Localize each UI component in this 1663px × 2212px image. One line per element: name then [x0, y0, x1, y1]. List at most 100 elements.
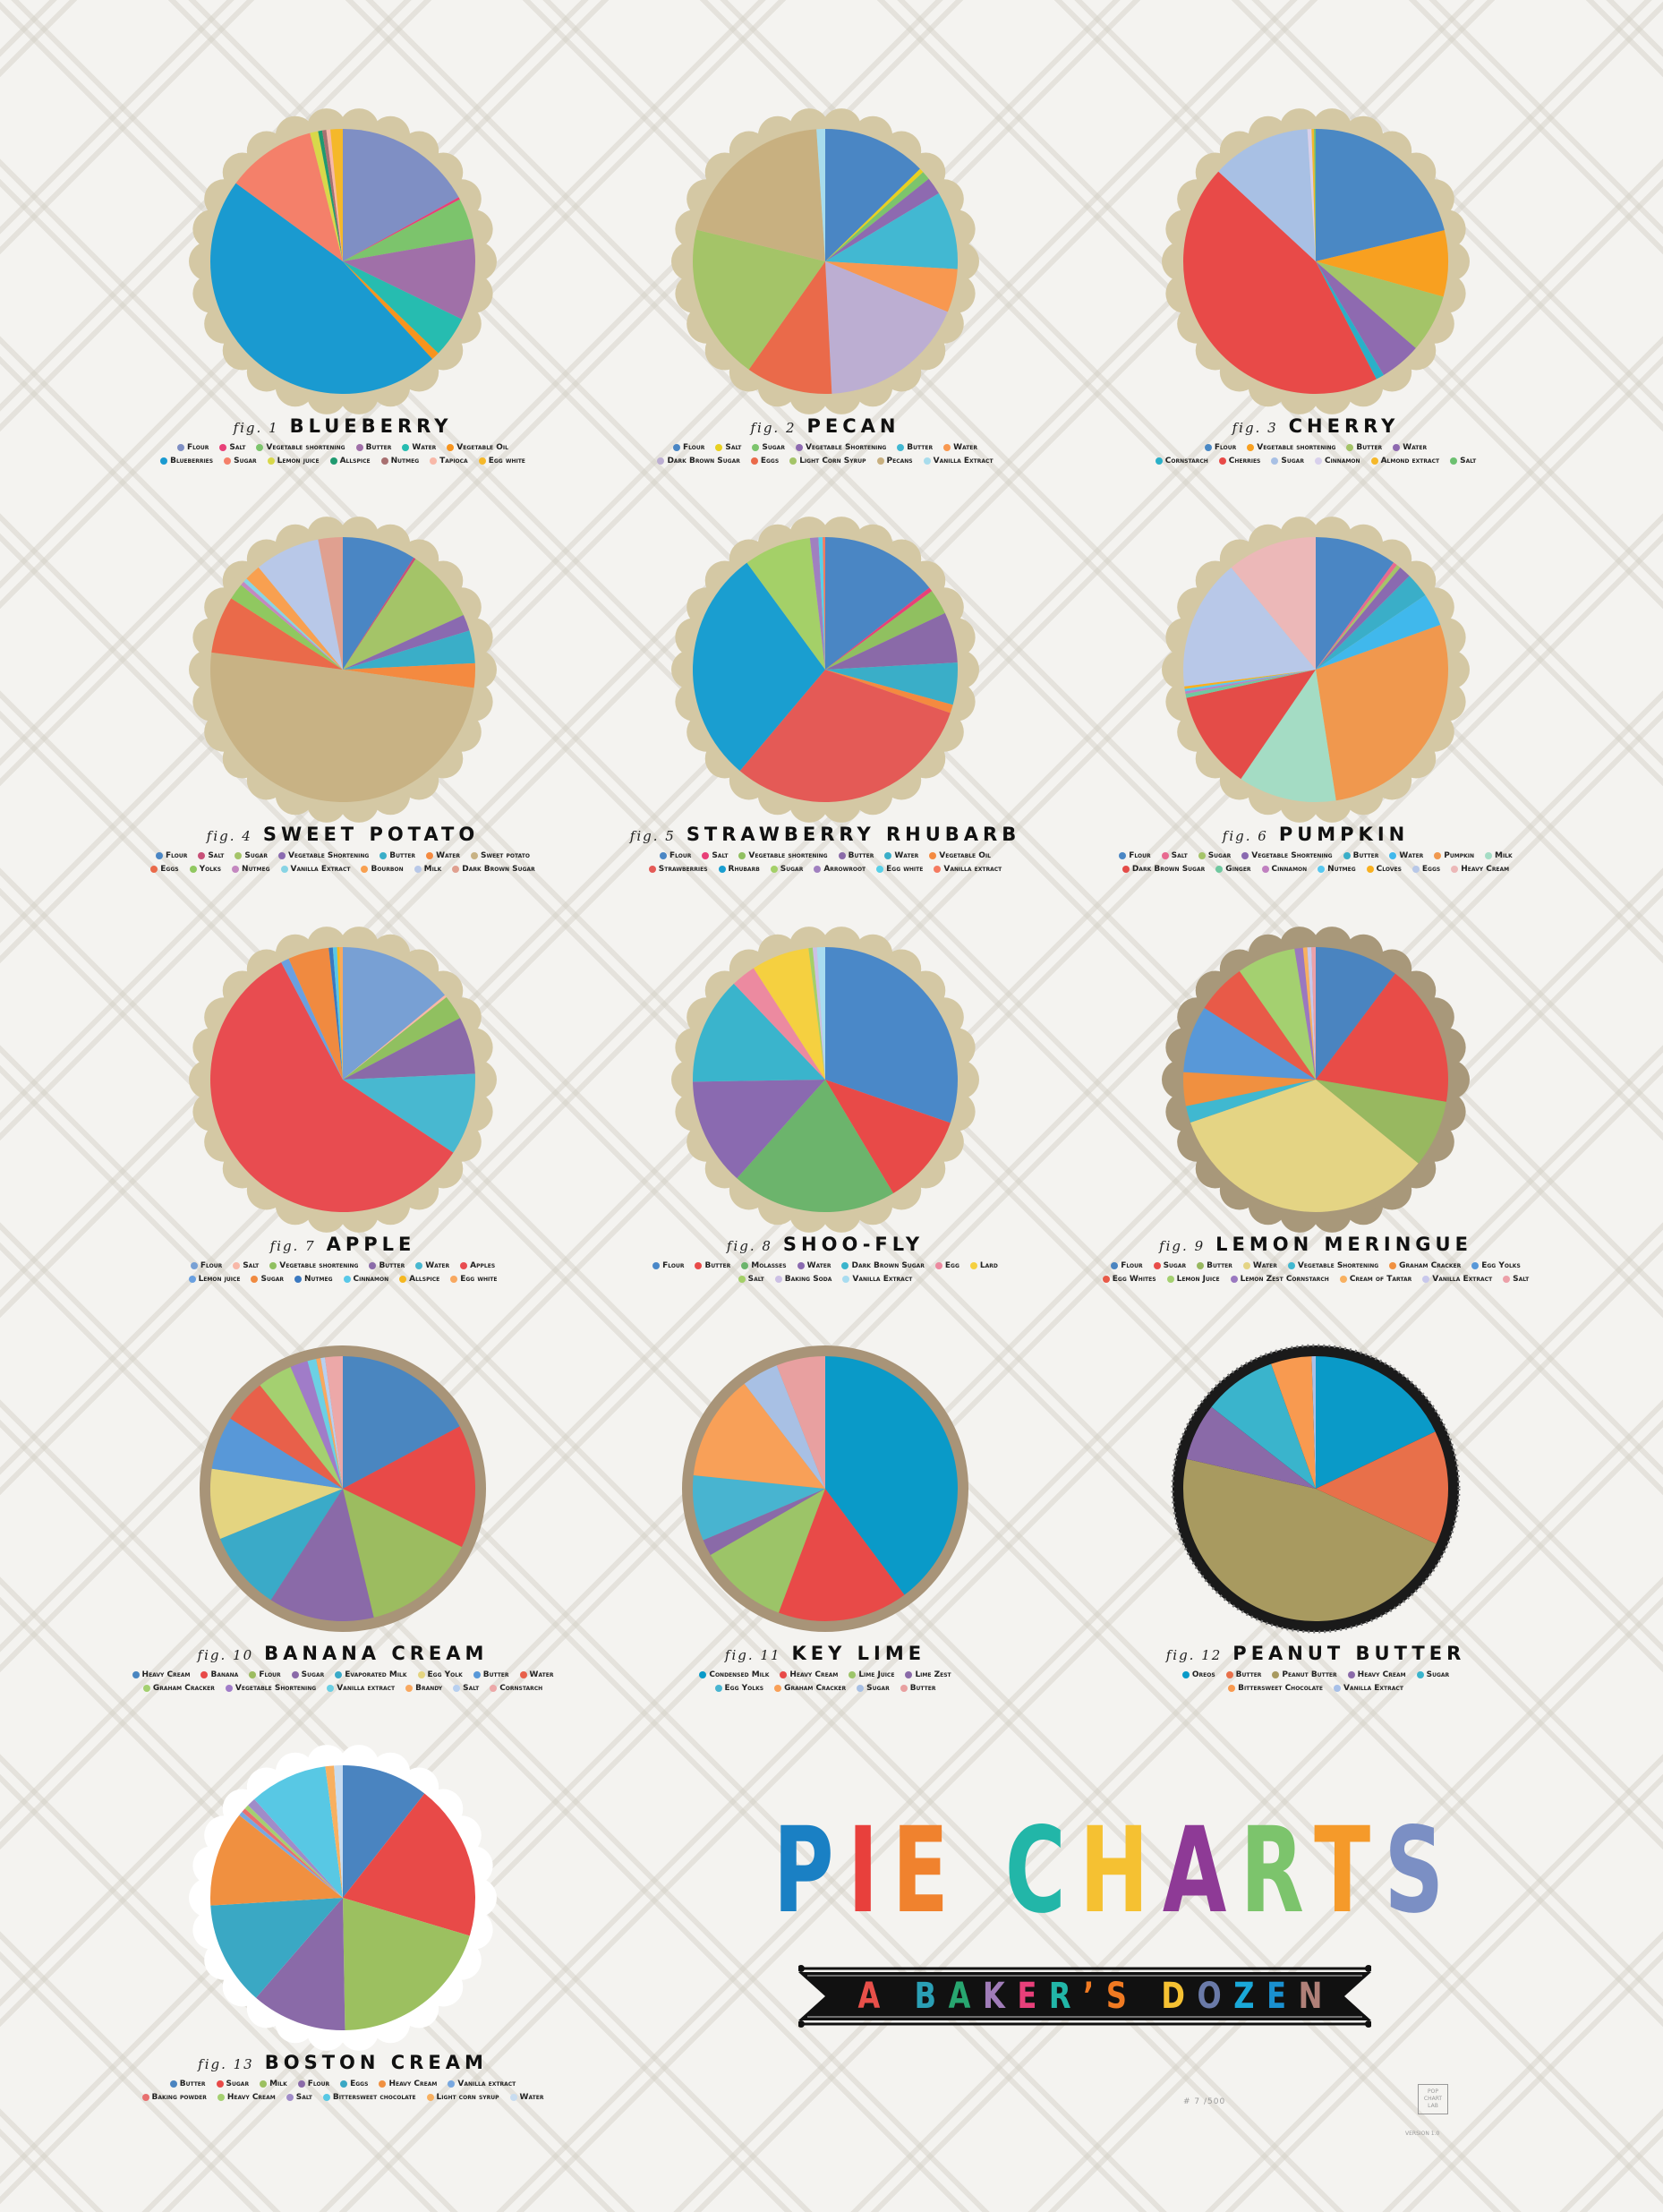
legend-item: Salt [198, 850, 224, 861]
pie-slice-pumpkin [1316, 625, 1449, 801]
legend-dot-icon [251, 1276, 259, 1283]
legend-dot-icon [188, 1276, 196, 1283]
pie-slice-baking-powder [242, 1808, 343, 1898]
legend-label: Vegetable Shortening [805, 443, 887, 452]
pie-slice-salt [1311, 947, 1316, 1080]
legend-item: Heavy Cream [379, 2079, 437, 2089]
legend-dot-icon [714, 1685, 722, 1692]
legend-item: Butter [897, 442, 933, 453]
pie-slice-butter [343, 1018, 475, 1080]
legend-item: Almond extract [1370, 456, 1440, 466]
legend-item: Egg white [478, 456, 525, 466]
legend-label: Flour [669, 851, 692, 860]
pie-slice-milk [343, 1898, 470, 2030]
legend-item: Water [402, 442, 436, 453]
legend-label: Flour [1121, 1261, 1143, 1270]
legend-dot-icon [1343, 852, 1351, 859]
legend-item: Vegetable shortening [256, 442, 345, 453]
pie-slice-flour [343, 1489, 462, 1618]
legend-label: Heavy Cream [789, 1670, 839, 1679]
pie-slice-egg-yolk [210, 1468, 343, 1540]
pie-title: fig. 5 STRAWBERRY RHUBARB [593, 824, 1058, 845]
legend-dot-icon [447, 444, 455, 451]
legend-item: Sugar [1198, 850, 1231, 861]
fig-number: fig. 5 [629, 828, 676, 844]
title-letter: H [1079, 1802, 1163, 1940]
title-letter: K [983, 1976, 1018, 2017]
pie-slice-salt [343, 557, 416, 670]
legend-item: Vanilla extract [448, 2079, 516, 2089]
pie-slice-egg-white [330, 129, 343, 261]
legend-dot-icon [217, 2094, 225, 2101]
pie-slice-heavy-cream [1231, 537, 1316, 670]
legend-item: Tapioca [430, 456, 468, 466]
legend-label: Butter [1235, 1670, 1262, 1679]
legend-dot-icon [1247, 444, 1255, 451]
legend-dot-icon [838, 852, 846, 859]
legend-dot-icon [142, 1685, 150, 1692]
legend-dot-icon [417, 1671, 425, 1678]
legend-dot-icon [1181, 1671, 1190, 1678]
legend-item: Flour [1204, 442, 1236, 453]
legend-item: Dark Brown Sugar [452, 864, 535, 875]
legend-item: Flour [177, 442, 209, 453]
legend-dot-icon [780, 1671, 788, 1678]
legend-row: Egg Whites Lemon Juice Lemon Zest Cornstar… [1083, 1274, 1548, 1285]
pie-slice-butter [343, 1765, 425, 1898]
legend-dot-icon [750, 457, 758, 465]
pie-slice-milk [258, 539, 343, 670]
legend-label: Egg Yolk [427, 1670, 463, 1679]
pie-slice-sugar [746, 537, 825, 670]
pie-slice-vegetable-shortening [1185, 1080, 1316, 1123]
pie-slice-egg-white [339, 947, 343, 1080]
legend-dot-icon [1119, 852, 1127, 859]
legend-dot-icon [652, 1262, 661, 1269]
pie-sweet-potato [189, 517, 497, 823]
pie-slice-cloves [1184, 670, 1316, 689]
fig-number: fig. 11 [724, 1647, 781, 1663]
legend-item: Baking Soda [774, 1274, 832, 1285]
pie-slice-nutmeg [321, 130, 343, 261]
legend-dot-icon [849, 1671, 857, 1678]
legend-item: Apples [460, 1260, 495, 1271]
legend-label: Dark Brown Sugar [1131, 865, 1206, 874]
legend-dot-icon [770, 866, 778, 873]
legend-label: Salt [747, 1275, 764, 1284]
legend-label: Almond extract [1380, 457, 1440, 465]
legend-label: Salt [229, 443, 246, 452]
title-letter: T [1314, 1802, 1385, 1940]
pie-slice-butter [1316, 576, 1426, 670]
fig-number: fig. 10 [197, 1647, 254, 1663]
legend-item: Milk [414, 864, 441, 875]
legend-item: Lime Juice [849, 1670, 894, 1680]
pie-slice-vegetable-shortening [343, 615, 470, 670]
legend-label: Lemon Zest Cornstarch [1240, 1275, 1329, 1284]
legend-label: Salt [208, 851, 225, 860]
legend-dot-icon [1102, 1276, 1110, 1283]
legend-item: Graham Cracker [142, 1683, 215, 1694]
pie-slice-flour [343, 947, 446, 1080]
fig-number: fig. 3 [1232, 420, 1278, 436]
legend-row: Flour Salt Sugar Vegetable Shortening Butter… [593, 442, 1058, 453]
legend-item: Butter [1197, 1260, 1232, 1271]
legend-dot-icon [1451, 866, 1459, 873]
legend-label: Flour [259, 1670, 281, 1679]
pie-slice-vanilla-extract [823, 537, 825, 670]
pie-slice-lard [753, 948, 825, 1080]
pie-slice-eggs [1183, 568, 1316, 687]
legend-label: Salt [1171, 851, 1188, 860]
legend-label: Vegetable shortening [279, 1261, 359, 1270]
legend-label: Nutmeg [1327, 865, 1356, 874]
legend-item: Heavy Cream [132, 1670, 190, 1680]
legend-row: Flour Salt Sugar Vegetable Shortening Butter… [110, 850, 576, 861]
legend-row: Flour Salt Vegetable shortening Butter Water… [110, 442, 576, 453]
legend-item: Peanut Butter [1272, 1670, 1337, 1680]
pie-slice-salt [808, 947, 825, 1080]
pie-slice-flour [343, 129, 459, 261]
legend-dot-icon [448, 2080, 456, 2088]
pie-slice-pecans [696, 129, 825, 261]
title-letter [1139, 1976, 1162, 2017]
pie-name: BLUEBERRY [289, 415, 453, 437]
legend-label: Nutmeg [304, 1275, 333, 1284]
pie-slice-water [343, 1073, 475, 1153]
